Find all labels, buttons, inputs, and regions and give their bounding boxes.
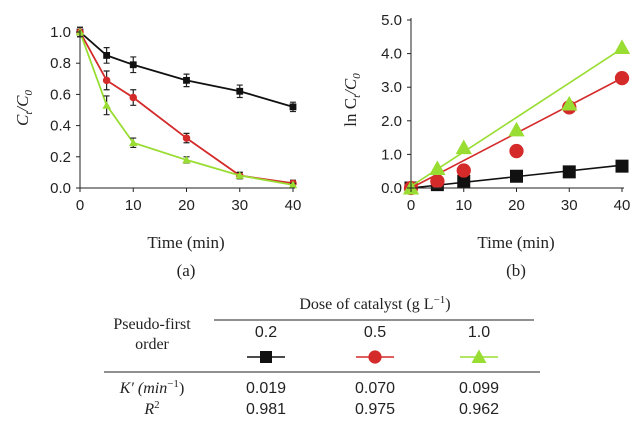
data-point <box>615 159 629 173</box>
panel-b-marks <box>402 39 631 196</box>
y-tick-label: 2.0 <box>381 113 402 130</box>
y-tick-label: 1.0 <box>381 146 402 163</box>
panel-a-marks <box>75 26 298 189</box>
y-tick-label: 4.0 <box>381 46 402 63</box>
table-r2-label: R2 <box>143 399 159 418</box>
y-tick-label: 1.0 <box>50 24 71 41</box>
x-tick-label: 20 <box>508 197 525 214</box>
data-point <box>429 160 446 176</box>
y-tick-label: 3.0 <box>381 79 402 96</box>
data-point <box>614 70 630 86</box>
y-tick-label: 5.0 <box>381 12 402 29</box>
data-point <box>102 101 111 109</box>
series-line <box>79 31 294 108</box>
table-group-header: Dose of catalyst (g L−1) <box>299 294 450 313</box>
x-tick-label: 0 <box>407 197 415 214</box>
table-r2-value: 0.962 <box>459 401 499 418</box>
data-point <box>509 143 524 159</box>
panel-b-ylabel: ln Ct/C0 <box>341 73 363 127</box>
panel-b-label: (b) <box>506 261 526 280</box>
legend-marker <box>368 350 382 364</box>
x-tick-label: 0 <box>76 197 84 214</box>
x-tick-label: 40 <box>614 197 631 214</box>
legend-marker <box>260 351 272 363</box>
x-tick-label: 10 <box>455 197 472 214</box>
data-point <box>457 174 471 188</box>
data-point <box>183 76 190 84</box>
data-point <box>129 93 137 102</box>
data-point <box>430 174 445 189</box>
data-point <box>561 95 578 111</box>
panel-b-xlabel: Time (min) <box>477 233 554 252</box>
panel-a-label: (a) <box>177 261 196 280</box>
data-point <box>182 134 191 142</box>
legend-marker <box>471 349 487 363</box>
table-dose-header: 0.2 <box>255 324 277 341</box>
data-point <box>289 103 297 111</box>
x-tick-label: 30 <box>561 197 578 214</box>
panel-a-axes: 0 10 20 30 40 0.0 0.2 0.4 0.6 0.8 1.0 <box>50 24 301 214</box>
x-tick-label: 30 <box>231 197 248 214</box>
data-point <box>102 76 111 85</box>
table-k-value: 0.099 <box>459 380 499 397</box>
panel-a-chart: 0 10 20 30 40 0.0 0.2 0.4 0.6 0.8 1.0 Ct/C0 Time (… <box>13 24 301 280</box>
rate-constant-table: Pseudo-first order Dose of catalyst (g L… <box>104 294 540 418</box>
data-point <box>455 139 472 155</box>
data-point <box>129 61 137 69</box>
data-point <box>129 138 138 147</box>
y-tick-label: 0.8 <box>50 55 71 72</box>
y-tick-label: 0.4 <box>50 118 71 135</box>
table-legend-symbols <box>247 349 498 364</box>
panel-b-chart: 0 10 20 30 40 0.0 1.0 2.0 3.0 4.0 5.0 ln Ct/C0 Tim… <box>341 12 630 280</box>
data-point <box>613 39 631 55</box>
table-r2-value: 0.981 <box>246 401 286 418</box>
table-row-header-line2: order <box>135 336 169 353</box>
y-tick-label: 0.6 <box>50 86 71 103</box>
data-point <box>182 155 191 164</box>
table-r2-value: 0.975 <box>355 401 395 418</box>
data-point <box>456 163 471 178</box>
y-tick-label: 0.0 <box>381 180 402 197</box>
fit-line <box>410 47 623 187</box>
table-row-header-line1: Pseudo-first <box>113 316 191 333</box>
y-tick-label: 0.2 <box>50 149 71 166</box>
x-tick-label: 20 <box>178 197 195 214</box>
table-k-value: 0.019 <box>246 380 286 397</box>
data-point <box>103 52 111 59</box>
data-point <box>508 121 525 137</box>
x-tick-label: 10 <box>125 197 142 214</box>
table-dose-header: 0.5 <box>364 324 386 341</box>
panel-a-xlabel: Time (min) <box>147 233 224 252</box>
panel-b-axes: 0 10 20 30 40 0.0 1.0 2.0 3.0 4.0 5.0 <box>381 12 630 214</box>
data-point <box>562 165 576 179</box>
table-dose-header: 1.0 <box>468 324 490 341</box>
x-tick-label: 40 <box>285 197 302 214</box>
table-k-label: K′ (min−1) <box>119 378 185 397</box>
panel-a-ylabel: Ct/C0 <box>13 90 35 126</box>
y-tick-label: 0.0 <box>50 180 71 197</box>
data-point <box>235 171 244 179</box>
data-point <box>236 87 244 95</box>
table-k-value: 0.070 <box>355 380 395 397</box>
data-point <box>510 169 523 183</box>
series-line <box>79 31 294 186</box>
data-point <box>288 180 298 189</box>
